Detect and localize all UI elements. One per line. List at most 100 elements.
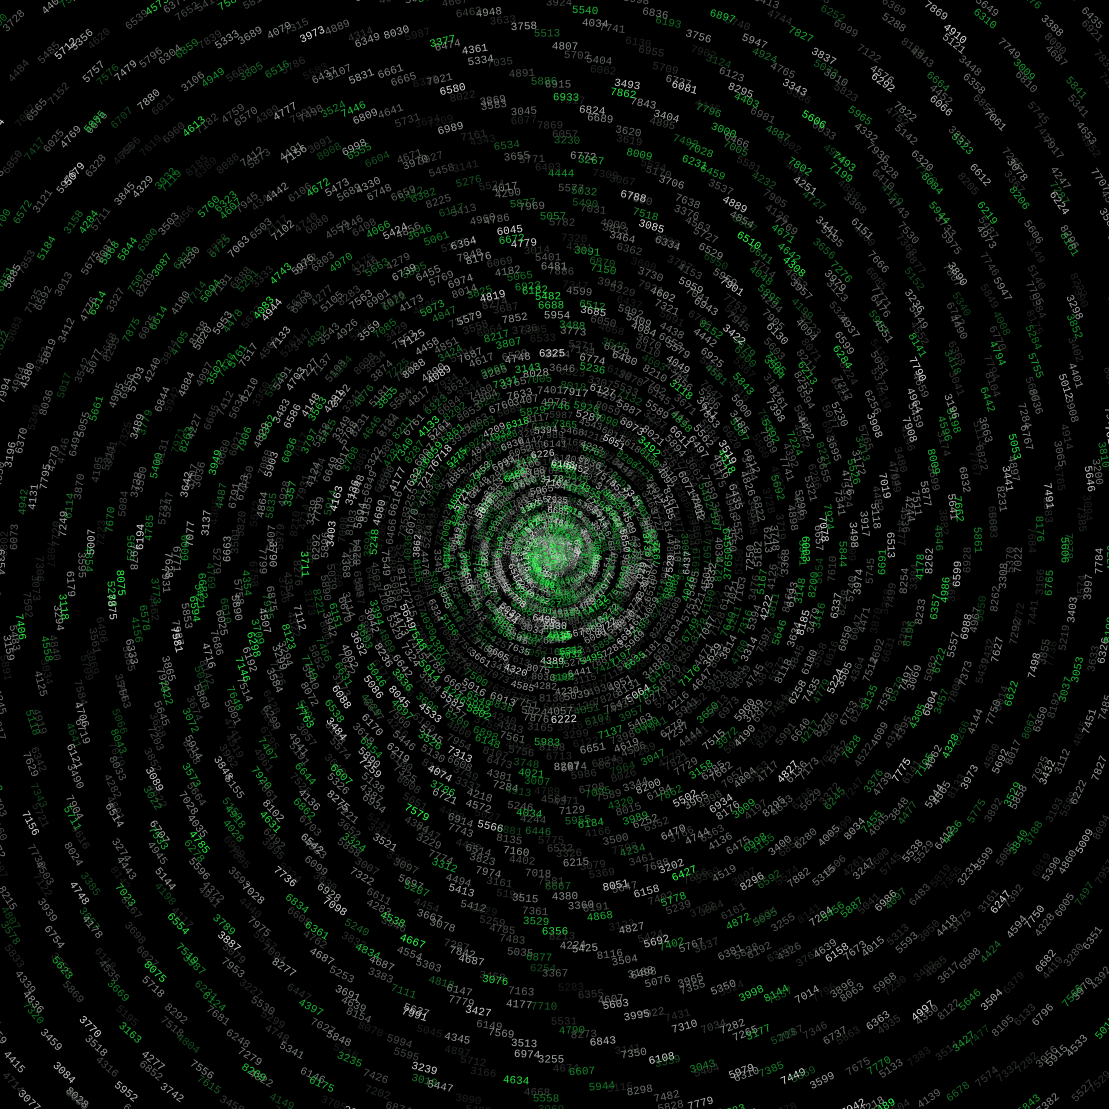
spiral-number: 3515 <box>511 894 538 907</box>
spiral-number: 5400 <box>149 452 165 480</box>
spiral-number: 7563 <box>113 682 132 711</box>
spiral-number: 6772 <box>569 151 596 164</box>
spiral-number: 3504 <box>611 954 639 969</box>
spiral-number: 7347 <box>562 281 589 294</box>
spiral-number: 4178 <box>78 914 103 941</box>
spiral-number: 7957 <box>1095 859 1109 887</box>
spiral-number: 4079 <box>266 21 294 43</box>
spiral-number: 3166 <box>469 1067 497 1081</box>
spiral-number: 6379 <box>1002 970 1028 997</box>
spiral-number: 3339 <box>654 1055 682 1072</box>
spiral-number: 3997 <box>1084 574 1097 601</box>
spiral-number: 5045 <box>415 1024 443 1041</box>
spiral-number: 6300 <box>137 227 162 255</box>
spiral-number: 7163 <box>507 987 534 1000</box>
spiral-number: 5341 <box>277 1041 305 1063</box>
spiral-number: 5513 <box>533 29 560 40</box>
spiral-number: 5084 <box>118 490 132 518</box>
spiral-number: 7213 <box>0 74 4 101</box>
spiral-number: 7978 <box>126 544 137 570</box>
spiral-number: 7122 <box>854 43 882 66</box>
spiral-number: 5844 <box>117 236 141 264</box>
spiral-number: 6106 <box>287 182 315 206</box>
spiral-number: 3518 <box>82 1034 109 1060</box>
spiral-number: 6685 <box>203 404 223 433</box>
spiral-number: 3458 <box>217 1095 245 1109</box>
spiral-number: 7727 <box>605 0 632 3</box>
spiral-number: 3368 <box>781 548 793 575</box>
spiral-number: 5869 <box>59 979 85 1006</box>
spiral-number: 5458 <box>428 163 456 181</box>
spiral-number: 7309 <box>591 168 619 182</box>
spiral-number: 4397 <box>295 998 323 1020</box>
spiral-number: 4650 <box>0 461 8 489</box>
spiral-number: 3084 <box>50 1060 77 1086</box>
spiral-number: 6843 <box>590 1037 617 1051</box>
spiral-number: 5623 <box>48 955 73 982</box>
spiral-number: 7827 <box>1091 755 1109 784</box>
spiral-number: 3738 <box>131 471 146 499</box>
spiral-number: 4263 <box>0 168 8 196</box>
spiral-number: 3121 <box>32 188 56 216</box>
spiral-number: 3416 <box>812 601 829 629</box>
spiral-number: 3459 <box>0 1020 8 1047</box>
spiral-number: 5737 <box>158 499 172 526</box>
spiral-number: 5017 <box>56 372 75 401</box>
spiral-number: 4484 <box>7 58 33 85</box>
spiral-number: 7827 <box>786 25 815 46</box>
spiral-number: 6788 <box>619 190 647 206</box>
spiral-number: 6516 <box>263 60 291 83</box>
spiral-number: 3788 <box>1023 820 1046 848</box>
spiral-number: 7529 <box>1088 1070 1109 1097</box>
spiral-number: 5540 <box>571 6 598 19</box>
spiral-number: 3894 <box>364 531 376 558</box>
spiral-number: 4322 <box>246 1069 274 1091</box>
spiral-number: 7707 <box>1087 167 1109 195</box>
spiral-number: 3939 <box>34 897 58 925</box>
spiral-number: 4436 <box>942 819 966 847</box>
spiral-number: 4804 <box>173 1033 201 1058</box>
spiral-number: 4772 <box>1014 602 1028 630</box>
spiral-number: 6222 <box>1070 779 1091 808</box>
spiral-number: 3094 <box>1079 494 1092 521</box>
spiral-number: 7320 <box>560 233 587 246</box>
spiral-number: 4424 <box>980 939 1006 966</box>
spiral-number: 3045 <box>510 107 537 120</box>
spiral-number: 4956 <box>378 0 406 8</box>
spiral-number: 5572 <box>250 501 264 529</box>
spiral-number: 3077 <box>14 1089 41 1109</box>
spiral-number: 8233 <box>914 598 929 626</box>
spiral-number: 7902 <box>689 45 717 63</box>
spiral-number: 5654 <box>814 557 827 584</box>
spiral-number: 5184 <box>36 235 59 263</box>
spiral-number: 3719 <box>772 514 786 542</box>
spiral-number: 5015 <box>1095 1015 1109 1042</box>
spiral-number: 3973 <box>960 764 982 792</box>
spiral-number: 5435 <box>1053 0 1080 5</box>
spiral-number: 4665 <box>112 142 138 169</box>
spiral-number: 3228 <box>546 543 557 565</box>
spiral-number: 5219 <box>1058 625 1073 653</box>
spiral-number: 4177 <box>506 1000 533 1013</box>
spiral-number: 3236 <box>901 288 925 316</box>
spiral-number: 7373 <box>958 660 976 688</box>
spiral-number: 8262 <box>925 548 937 575</box>
spiral-number: 6569 <box>0 1004 2 1031</box>
spiral-number: 6933 <box>552 93 579 105</box>
spiral-number: 5833 <box>0 943 25 971</box>
spiral-number: 6663 <box>223 536 234 563</box>
spiral-number: 5603 <box>602 998 630 1012</box>
spiral-number: 8278 <box>771 1102 800 1109</box>
spiral-number: 5709 <box>651 62 679 79</box>
spiral-number: 5413 <box>0 765 3 794</box>
spiral-number: 4976 <box>541 398 567 409</box>
spiral-number: 7793 <box>0 791 7 820</box>
spiral-number: 5490 <box>572 199 599 212</box>
spiral-number: 3225 <box>308 0 337 3</box>
spiral-number: 3498 <box>846 522 859 549</box>
spiral-number: 3367 <box>542 970 568 981</box>
spiral-number: 3459 <box>37 1028 63 1055</box>
spiral-number: 7392 <box>1002 883 1027 911</box>
spiral-number: 8190 <box>1104 616 1109 644</box>
spiral-number: 8262 <box>990 585 1004 612</box>
